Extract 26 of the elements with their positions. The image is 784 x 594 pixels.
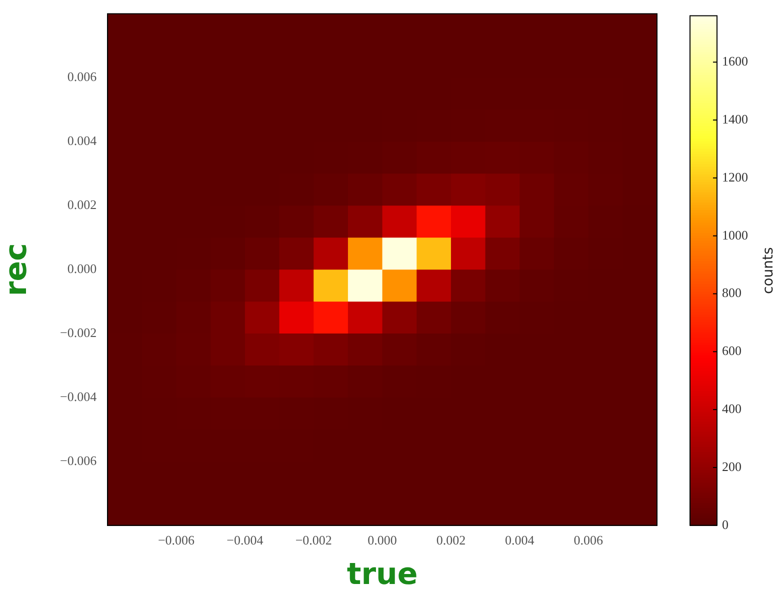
color-bar-label: 1200 — [722, 169, 748, 184]
y-tick-label: 0.000 — [67, 261, 97, 276]
x-tick-label: 0.000 — [368, 532, 397, 548]
color-bar-label: 1400 — [722, 111, 748, 126]
y-tick-label: 0.006 — [67, 69, 98, 84]
y-tick-label: −0.004 — [60, 388, 98, 404]
color-bar-label: 600 — [722, 343, 742, 358]
y-tick-label: −0.006 — [60, 452, 98, 468]
y-tick-label: 0.002 — [67, 197, 97, 212]
color-bar-label: 1600 — [722, 54, 748, 69]
y-tick-label: 0.004 — [67, 133, 98, 148]
x-tick-label: −0.006 — [158, 532, 196, 548]
color-bar-label: 400 — [722, 401, 742, 416]
color-bar-title: counts — [760, 247, 777, 294]
color-bar-label: 1000 — [722, 227, 748, 242]
x-tick-label: 0.002 — [436, 532, 466, 548]
color-bar-label: 200 — [722, 458, 742, 474]
color-bar-label: 800 — [722, 285, 742, 300]
x-tick-label: −0.004 — [226, 532, 264, 548]
y-axis-title: rec — [0, 243, 34, 296]
x-tick-label: 0.004 — [505, 532, 535, 548]
x-tick-label: −0.002 — [295, 532, 332, 548]
x-tick-label: 0.006 — [574, 532, 604, 548]
x-axis-title: true — [346, 556, 418, 592]
y-tick-label: −0.002 — [60, 324, 97, 340]
color-bar-label: 0 — [722, 516, 728, 532]
